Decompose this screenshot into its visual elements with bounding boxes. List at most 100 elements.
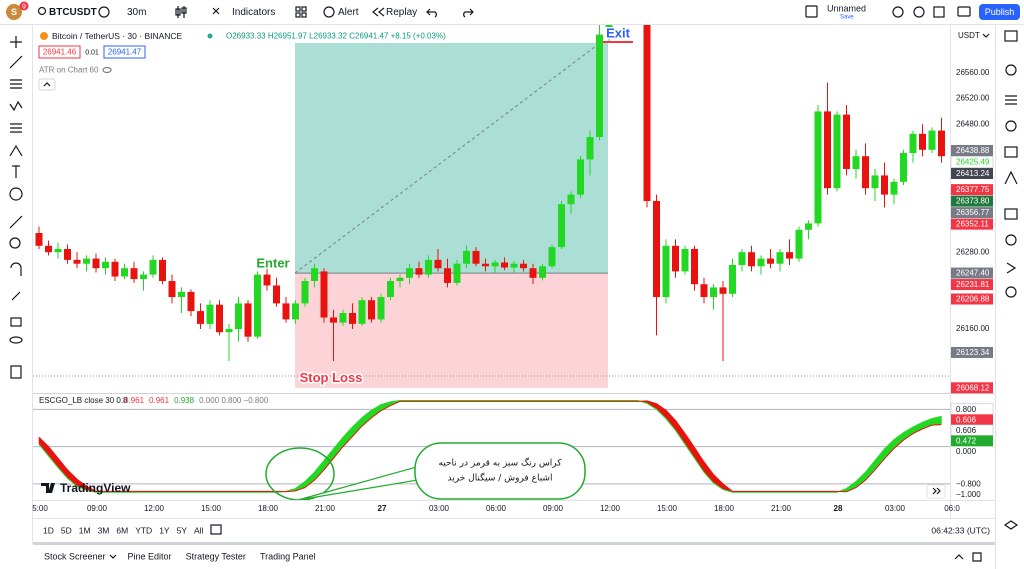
price-badge [951, 279, 993, 291]
snapshot-icon[interactable] [957, 6, 971, 17]
templates-icon[interactable] [295, 6, 307, 18]
price-badge-label: −1.000 [956, 490, 981, 499]
price-badge-label: 0.472 [956, 436, 977, 445]
candle-body [92, 258, 100, 269]
time-label: 5:00 [32, 504, 48, 513]
range-button[interactable]: 5Y [177, 525, 188, 535]
sidebar-icons[interactable] [1003, 30, 1019, 530]
candle-body [292, 303, 299, 320]
range-button[interactable]: 1D [43, 525, 54, 535]
price-tick-label: 26480.00 [956, 119, 990, 128]
settings-icon[interactable] [913, 6, 925, 18]
candle-body [301, 281, 309, 304]
candle-body [672, 245, 679, 272]
screener-caret [109, 554, 117, 559]
candle-body [833, 114, 841, 189]
candle-body [35, 233, 43, 246]
layout-status: Save [840, 15, 854, 21]
candle-body [368, 300, 375, 320]
candle-body [567, 194, 575, 205]
indicator-value: 0.961 [149, 396, 170, 405]
candle-body [149, 259, 157, 275]
indicator-legend[interactable]: ATR on Chart 60 [39, 66, 99, 75]
range-button[interactable]: 3M [98, 525, 110, 535]
time-label: 03:00 [429, 504, 450, 513]
candle-body [558, 204, 565, 248]
stop-zone [295, 273, 608, 388]
candle-body [311, 268, 318, 281]
price-badge [951, 195, 993, 207]
panel-tab[interactable]: Trading Panel [260, 551, 316, 561]
candle-body [434, 259, 442, 269]
undo-icon[interactable] [426, 8, 437, 18]
indicators-button[interactable]: Indicators [232, 7, 275, 18]
search-icon [37, 6, 47, 16]
candle-body [871, 175, 879, 189]
range-button[interactable]: YTD [135, 525, 152, 535]
candle-body [121, 268, 128, 277]
range-button[interactable]: 5D [61, 525, 72, 535]
candle-body [235, 303, 242, 329]
interval[interactable]: 30m [127, 7, 146, 18]
chart-type-icon[interactable] [175, 6, 187, 18]
visibility-icon[interactable] [102, 66, 112, 74]
replay-button[interactable]: Replay [386, 7, 417, 18]
candle-body [738, 252, 746, 265]
candle-body [111, 261, 119, 277]
alert-button[interactable]: Alert [338, 7, 359, 18]
quick-search-icon[interactable] [892, 6, 904, 18]
range-button[interactable]: 1Y [159, 525, 170, 535]
candle-body [140, 274, 147, 280]
candle-body [662, 245, 670, 297]
range-bar: 1D 5D 1M 3M 6M YTD 1Y 5Y All [43, 525, 204, 535]
candle-body [938, 130, 945, 157]
callout-line: کراس رنگ سبز به قرمز در ناحیه [438, 457, 562, 469]
candle-body [453, 263, 461, 283]
time-label: 21:00 [771, 504, 792, 513]
replay-icon [372, 7, 385, 17]
candle-body [273, 285, 280, 304]
candle-body [539, 266, 546, 278]
layout-icon[interactable] [805, 5, 818, 18]
bid: 26941.46 [43, 48, 77, 57]
symbol[interactable]: BTCUSDT [49, 7, 97, 18]
candle-body [216, 304, 223, 333]
panel-tab[interactable]: Stock Screener [44, 551, 106, 561]
range-button[interactable]: 1M [79, 525, 91, 535]
candle-body [64, 249, 71, 260]
bottom-tabs: Stock Screener Pine Editor Strategy Tester… [44, 551, 316, 561]
candle-body [83, 258, 90, 264]
collapse-button[interactable] [38, 78, 56, 91]
goto-date-icon[interactable] [210, 524, 222, 535]
bid-box[interactable] [38, 45, 81, 59]
price-badge [951, 218, 993, 230]
main-pane [33, 25, 995, 394]
publish-button[interactable] [979, 4, 1020, 20]
avatar[interactable] [6, 4, 22, 20]
watermark-text: TradingView [60, 481, 131, 495]
candle-body [54, 249, 62, 253]
time-label: 09:00 [543, 504, 564, 513]
time-label: 18:00 [258, 504, 279, 513]
range-button[interactable]: All [194, 525, 204, 535]
cross-fill [342, 426, 353, 448]
panel-controls[interactable] [954, 552, 982, 562]
indicator-value: 0.000 0.800 −0.800 [199, 396, 269, 405]
layout-name[interactable]: Unnamed [827, 3, 866, 13]
candle-body [596, 34, 603, 137]
panel-tab[interactable]: Strategy Tester [186, 551, 246, 561]
candle-body [548, 247, 556, 267]
price-tick-label: 26280.00 [956, 247, 990, 256]
candle-body [159, 259, 166, 281]
time-axis: 5:00 09:00 12:00 15:00 18:00 21:00 27 03:00 06:0… [32, 504, 960, 513]
range-button[interactable]: 6M [116, 525, 128, 535]
fullscreen-icon[interactable] [933, 6, 945, 18]
panel-tab[interactable]: Pine Editor [128, 551, 172, 561]
drawing-tools[interactable] [9, 36, 23, 379]
redo-icon[interactable] [463, 8, 474, 18]
compare-icon[interactable] [98, 6, 110, 18]
ask-box[interactable] [103, 45, 146, 59]
currency[interactable]: USDT [958, 31, 980, 40]
candle-body [767, 258, 774, 264]
cross-fill [893, 432, 904, 450]
